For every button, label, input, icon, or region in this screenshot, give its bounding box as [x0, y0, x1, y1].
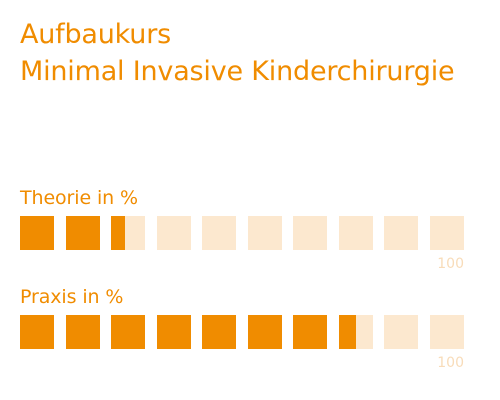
practice-progress-segment-fill — [20, 315, 54, 349]
practice-progress-segment — [156, 315, 191, 349]
practice-progress-segment — [20, 315, 54, 349]
practice-max-label: 100 — [437, 355, 464, 371]
title-line-course-type: Aufbaukurs — [20, 19, 171, 50]
theory-progress-segment-fill — [20, 216, 54, 250]
practice-progress-segment-fill — [65, 315, 100, 349]
practice-progress-segment-fill — [156, 315, 191, 349]
practice-progress-segment — [293, 315, 327, 349]
theory-progress-segment — [384, 216, 418, 250]
theory-max-label: 100 — [437, 256, 464, 272]
theory-progress-segment-fill — [65, 216, 100, 250]
theory-progress-segment — [293, 216, 327, 250]
theory-progress-section: Theorie in % 100 — [20, 186, 464, 272]
practice-progress-segment-fill — [293, 315, 327, 349]
theory-progress-segment — [156, 216, 191, 250]
practice-progress-segment — [384, 315, 418, 349]
practice-progress-segment — [429, 315, 464, 349]
theory-progress-segment — [429, 216, 464, 250]
theory-progress-segment-fill — [111, 216, 125, 250]
theory-progress-bar: 100 — [20, 216, 464, 272]
practice-progress-section: Praxis in % 100 — [20, 285, 464, 371]
practice-progress-segment-fill — [111, 315, 145, 349]
practice-progress-segment — [111, 315, 145, 349]
theory-progress-segment — [111, 216, 145, 250]
theory-progress-segment — [202, 216, 236, 250]
theory-progress-segment — [65, 216, 100, 250]
practice-progress-segment-fill — [338, 315, 356, 349]
theory-progress-segment — [338, 216, 373, 250]
theory-progress-segment — [247, 216, 282, 250]
practice-progress-segment — [338, 315, 373, 349]
practice-progress-segment — [247, 315, 282, 349]
practice-progress-bar: 100 — [20, 315, 464, 371]
practice-progress-segment — [202, 315, 236, 349]
practice-progress-segment-fill — [202, 315, 236, 349]
page-title: Aufbaukurs Minimal Invasive Kinderchirur… — [20, 16, 455, 90]
theory-progress-segment — [20, 216, 54, 250]
practice-progress-segment — [65, 315, 100, 349]
practice-progress-segment-fill — [247, 315, 282, 349]
theory-progress-label: Theorie in % — [20, 187, 138, 209]
title-line-course-name: Minimal Invasive Kinderchirurgie — [20, 56, 455, 87]
practice-progress-label: Praxis in % — [20, 286, 124, 308]
